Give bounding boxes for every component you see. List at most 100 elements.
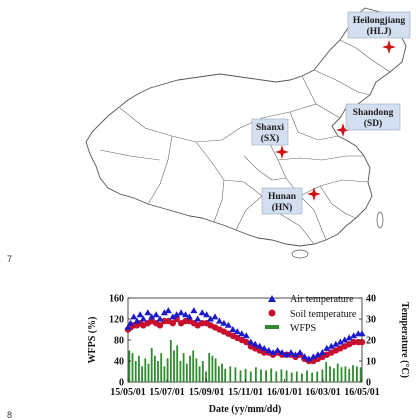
air-temperature-point — [164, 307, 172, 314]
air-temperature-point — [238, 330, 246, 337]
air-temperature-point — [156, 315, 164, 322]
air-temperature-point — [139, 315, 147, 322]
wfps-bars — [128, 340, 362, 383]
triangle-icon — [268, 295, 276, 302]
wfps-bar — [189, 355, 191, 383]
wfps-bar — [198, 366, 201, 383]
air-temperature-point — [169, 313, 177, 320]
star-icon — [382, 40, 396, 54]
air-temperature-point — [305, 355, 313, 362]
air-temperature-point — [332, 340, 340, 347]
soil-temperature-point — [169, 320, 176, 327]
site-label-shanxi: Shanxi (SX) — [251, 118, 289, 146]
wfps-bar — [144, 358, 147, 382]
y-tick-label-right: 0 — [366, 378, 371, 389]
wfps-bar — [336, 363, 339, 382]
air-temperature-point — [260, 344, 268, 351]
site-label-hunan: Hunan (HN) — [261, 187, 303, 215]
wfps-bar — [138, 355, 140, 383]
island-outline — [376, 211, 384, 229]
soil-temperature-point — [261, 349, 268, 356]
air-temperature-point — [220, 319, 228, 326]
y-tick-label-left: 80 — [114, 336, 124, 347]
legend-label: WFPS — [290, 323, 316, 334]
wfps-bar — [221, 363, 223, 382]
x-tick-label: 15/07/01 — [149, 387, 185, 398]
star-icon — [336, 123, 350, 137]
wfps-bar — [147, 363, 150, 382]
wfps-bar — [131, 353, 134, 382]
wfps-bar — [201, 361, 204, 382]
wfps-bar — [356, 366, 358, 383]
bar-icon — [265, 325, 279, 329]
wfps-bar — [340, 367, 343, 382]
air-temperature-point — [185, 313, 193, 320]
y-axis-title-right: Temperature (°C) — [399, 302, 410, 378]
air-temperature-point — [160, 309, 168, 316]
air-temperature-point — [130, 313, 138, 320]
air-temperature-point — [323, 344, 331, 351]
air-temperature-point — [224, 321, 232, 328]
wfps-bar — [265, 370, 267, 382]
soil-temperature-point — [358, 338, 366, 346]
x-tick-label: 15/11/01 — [228, 387, 263, 398]
air-temperature-point — [152, 311, 160, 318]
air-temperature-point — [283, 351, 291, 358]
island-outline — [291, 249, 309, 259]
air-temperature-point — [318, 349, 326, 356]
soil-temperature-point — [199, 320, 206, 327]
china-map: Heilongjiang (HLJ) Shandong (SD) Shanxi … — [85, 7, 411, 259]
site-name: Heilongjiang — [353, 16, 406, 26]
y-tick-label-left: 0 — [119, 378, 124, 389]
wfps-bar — [244, 368, 247, 382]
wfps-bar — [325, 362, 328, 382]
air-temperature-point — [256, 342, 264, 349]
wfps-bar — [285, 370, 288, 382]
legend-label: Soil temperature — [290, 309, 357, 320]
air-temperature-point — [182, 311, 189, 318]
wfps-bar — [321, 369, 324, 382]
wfps-bar — [128, 350, 131, 382]
air-temperature-point — [133, 317, 141, 324]
wfps-bar — [157, 361, 159, 382]
site-abbr: (SX) — [261, 133, 279, 144]
air-temperature-point — [274, 347, 282, 353]
wfps-bar — [173, 350, 175, 382]
air-temperature-point — [309, 353, 317, 360]
x-axis-title: Date (yy/mm/dd) — [209, 404, 282, 415]
wfps-bar — [205, 371, 207, 382]
star-icon — [307, 187, 321, 201]
air-temperature-point — [194, 315, 202, 322]
x-tick-label: 16/05/01 — [344, 387, 380, 398]
wfps-bar — [208, 353, 211, 382]
site-name: Hunan — [268, 192, 297, 202]
air-temperature-point — [127, 319, 135, 326]
air-temperature-point — [198, 309, 206, 316]
chart-area: 0 40 80 120 160 0 10 20 30 40 15/05/01 15/07/01 15/0… — [87, 294, 410, 416]
wfps-bar — [270, 368, 273, 382]
site-name: Shanxi — [256, 123, 284, 133]
wfps-bar — [311, 372, 313, 382]
wfps-bar — [217, 366, 220, 383]
y-axis-title-left: WFPS (%) — [87, 317, 98, 364]
air-temperature-point — [292, 351, 299, 358]
air-temperature-point — [173, 311, 181, 318]
axis-ticks: 0 40 80 120 160 0 10 20 30 40 15/05/01 15/07/01 15/0… — [109, 294, 380, 399]
wfps-bar — [234, 367, 237, 382]
y-tick-label-right: 40 — [366, 294, 376, 305]
wfps-bar — [150, 347, 153, 382]
wfps-bar — [333, 368, 335, 382]
air-temperature-point — [136, 311, 144, 318]
site-abbr: (HN) — [272, 202, 293, 213]
air-temperature-point — [211, 313, 219, 320]
air-temperature-point — [247, 338, 255, 345]
wfps-bar — [176, 345, 179, 383]
air-temperature-point — [265, 347, 273, 353]
site-abbr: (HLJ) — [367, 26, 392, 37]
wfps-bar — [249, 371, 252, 382]
wfps-bar — [185, 363, 188, 382]
air-temperature-point — [327, 342, 335, 349]
wfps-bar — [344, 366, 347, 383]
wfps-bar — [275, 371, 278, 382]
